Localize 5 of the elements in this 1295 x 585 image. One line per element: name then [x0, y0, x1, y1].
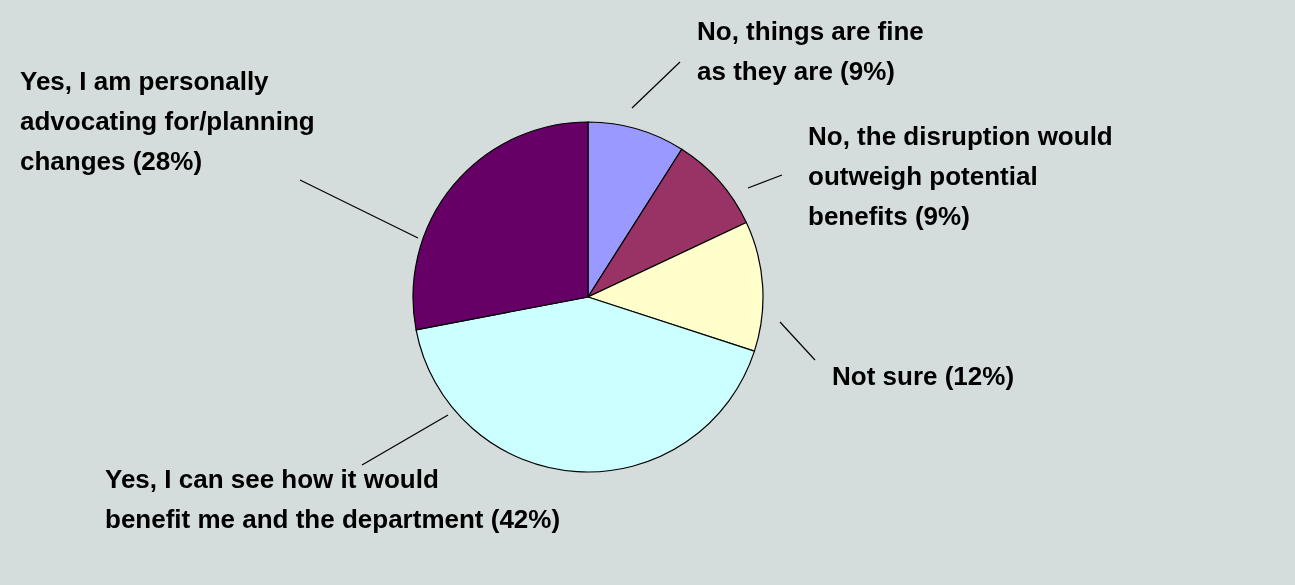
slice-label: No, the disruption would outweigh potential benefits (9%): [808, 121, 1113, 231]
slice-label: Yes, I can see how it would benefit me and the department (42%): [105, 464, 561, 534]
slice-label: Not sure (12%): [832, 361, 1015, 391]
slice-label: Yes, I am personally advocating for/planning changes (28%): [20, 66, 315, 176]
slice-label: No, things are fine as they are (9%): [697, 16, 924, 86]
